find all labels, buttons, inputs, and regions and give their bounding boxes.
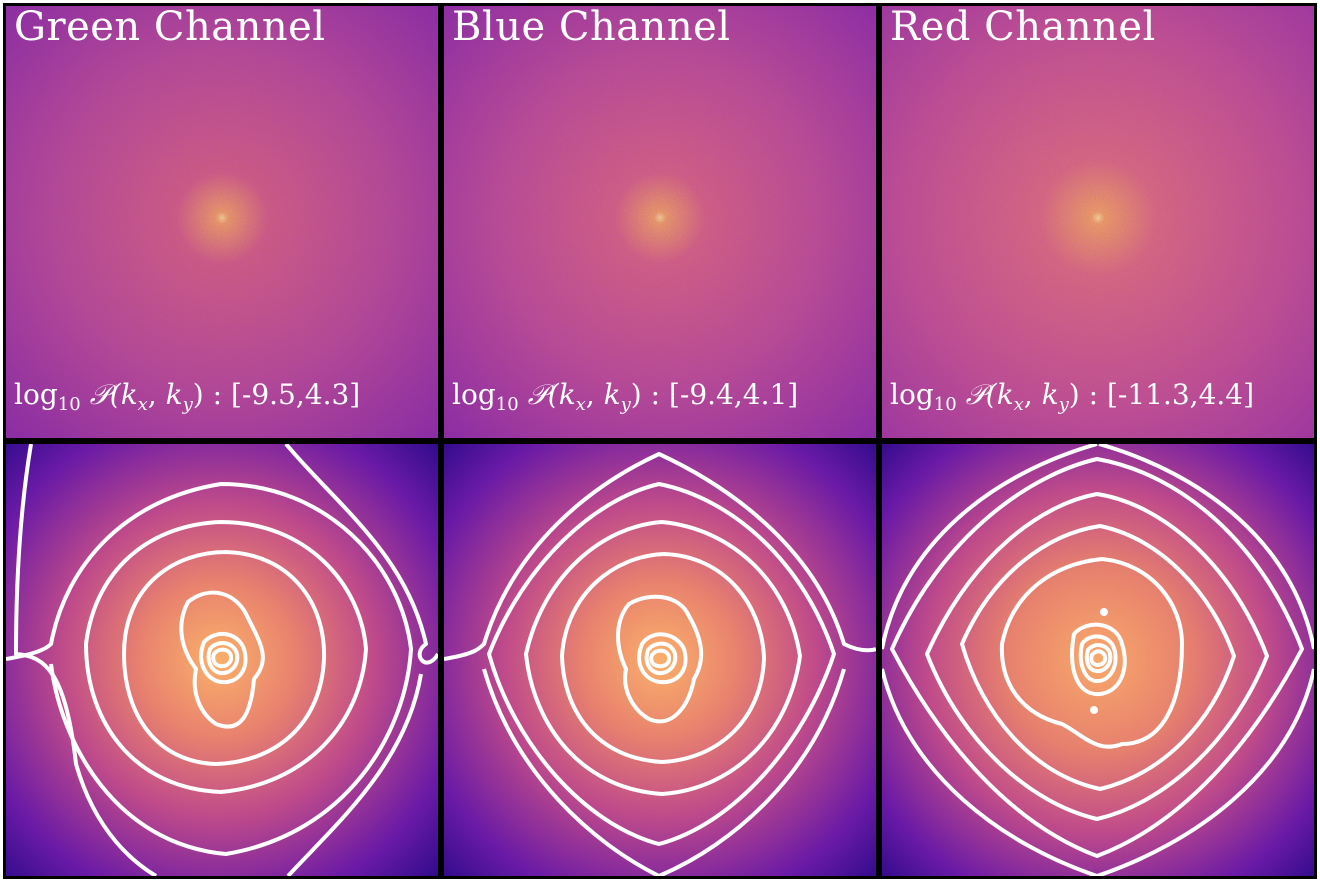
power-range-label: log10 𝒫(kx, ky) : [-9.4,4.1]: [452, 378, 799, 415]
panel-green-power: Green Channel log10 𝒫(kx, ky) : [-9.5,4.…: [3, 3, 441, 441]
contour-map-red: [882, 444, 1314, 876]
panel-title: Blue Channel: [452, 4, 731, 50]
contour-lines: [444, 452, 876, 876]
power-spectrum-blue: [444, 6, 876, 438]
power-range-label: log10 𝒫(kx, ky) : [-11.3,4.4]: [890, 378, 1255, 415]
contour-lines: [882, 444, 1314, 876]
power-range-label: log10 𝒫(kx, ky) : [-9.5,4.3]: [14, 378, 361, 415]
panel-title: Red Channel: [890, 4, 1156, 50]
panel-green-contours: [3, 441, 441, 879]
contour-lines: [6, 444, 438, 876]
panel-blue-contours: [441, 441, 879, 879]
contour-map-green: [6, 444, 438, 876]
contour-dot: [1090, 706, 1098, 714]
panel-title: Green Channel: [14, 4, 326, 50]
contour-dot: [1100, 608, 1108, 616]
power-spectrum-green: [6, 6, 438, 438]
panel-red-power: Red Channel log10 𝒫(kx, ky) : [-11.3,4.4…: [879, 3, 1317, 441]
contour-map-blue: [444, 444, 876, 876]
power-spectrum-red: [882, 6, 1314, 438]
panel-blue-power: Blue Channel log10 𝒫(kx, ky) : [-9.4,4.1…: [441, 3, 879, 441]
panel-red-contours: [879, 441, 1317, 879]
